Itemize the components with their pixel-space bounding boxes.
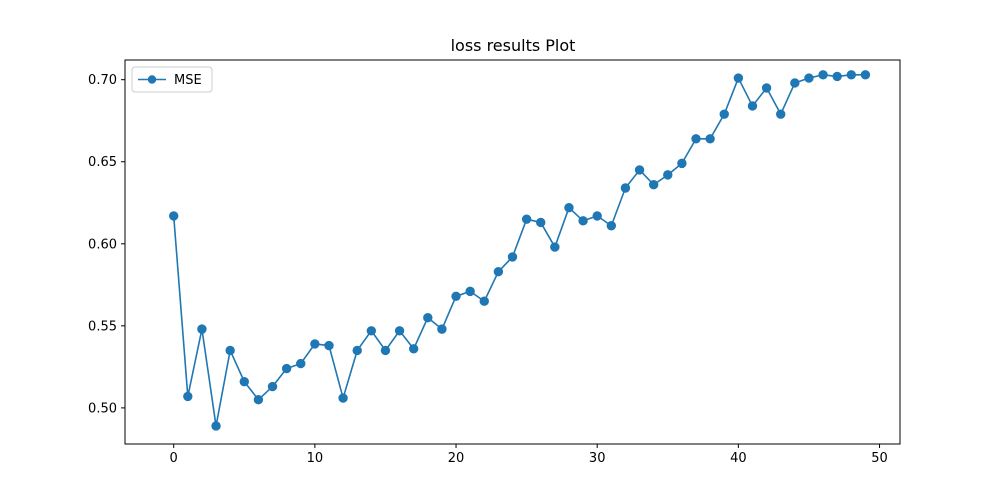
x-axis: 0 10 20 30 40 50 [170, 444, 888, 466]
data-point [776, 109, 786, 119]
data-point [211, 421, 221, 431]
x-tick-label: 30 [589, 451, 606, 466]
data-point [352, 345, 362, 356]
data-point [479, 296, 489, 306]
data-point [507, 252, 518, 262]
x-tick-label: 20 [448, 451, 465, 466]
data-point [366, 326, 377, 336]
data-point [536, 217, 546, 228]
data-point [818, 70, 828, 80]
data-point [423, 312, 433, 323]
plot-frame [124, 59, 901, 445]
data-point [790, 78, 800, 88]
x-tick-label: 10 [307, 451, 324, 466]
data-point [408, 344, 419, 354]
data-point [239, 376, 249, 387]
data-point [437, 324, 447, 334]
data-point [761, 83, 772, 93]
data-point [804, 73, 814, 83]
data-point [521, 214, 532, 224]
y-axis: 0.50 0.55 0.60 0.65 0.70 [88, 73, 125, 416]
chart-title: loss results Plot [451, 36, 576, 55]
data-point [846, 70, 856, 80]
x-tick-label: 40 [730, 451, 747, 466]
data-point [564, 202, 574, 213]
x-tick-label: 0 [170, 451, 178, 466]
x-tick-label: 50 [871, 451, 888, 466]
legend-label: MSE [174, 73, 202, 88]
data-point [860, 70, 871, 80]
data-point [380, 345, 391, 356]
data-point [747, 101, 758, 111]
data-point [550, 242, 560, 252]
data-point [634, 165, 645, 175]
data-point [267, 381, 278, 392]
legend-box [131, 66, 213, 93]
data-point [705, 134, 715, 144]
data-point [281, 363, 292, 374]
data-point [578, 216, 588, 226]
y-tick-label: 0.60 [88, 237, 117, 252]
data-point [592, 211, 602, 221]
y-tick-label: 0.50 [88, 401, 117, 416]
y-tick-label: 0.70 [88, 73, 117, 88]
data-point [296, 358, 306, 369]
plot-area [124, 59, 901, 445]
data-point [648, 180, 659, 190]
data-point [620, 183, 631, 193]
data-point [663, 170, 673, 180]
data-point [310, 339, 320, 349]
legend-marker [147, 75, 157, 84]
data-point [197, 324, 207, 334]
data-point [606, 221, 617, 231]
data-point [183, 391, 193, 402]
data-point [451, 291, 461, 302]
data-point [733, 73, 744, 83]
data-point [691, 134, 701, 144]
data-point [832, 71, 842, 82]
data-point [338, 393, 348, 403]
series-layer [169, 70, 871, 431]
data-point [324, 340, 334, 351]
data-point [493, 266, 504, 277]
data-point [253, 394, 264, 405]
y-tick-label: 0.65 [88, 155, 117, 170]
data-point [677, 158, 687, 169]
data-point [225, 345, 235, 356]
data-point [394, 326, 405, 336]
data-point [169, 211, 179, 221]
y-tick-label: 0.55 [88, 319, 117, 334]
legend: MSE [131, 66, 213, 93]
data-point [465, 286, 475, 297]
data-point [719, 109, 729, 119]
